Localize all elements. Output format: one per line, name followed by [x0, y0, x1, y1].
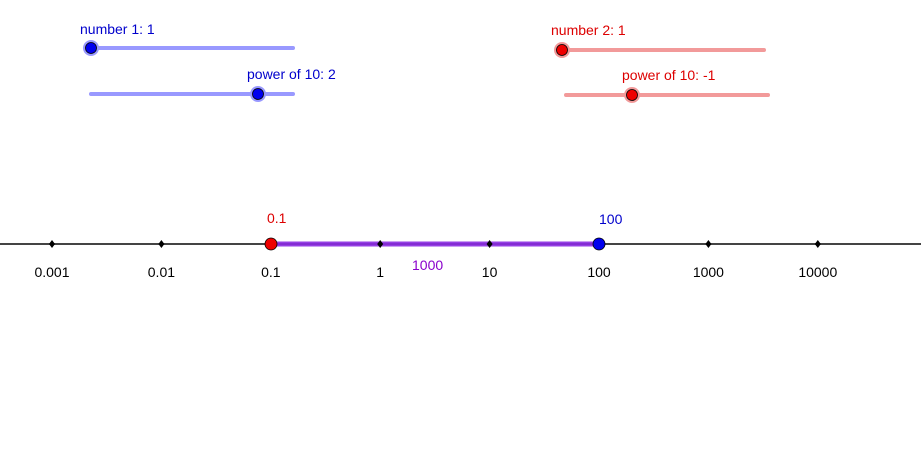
segment-label: 1000 — [412, 257, 443, 273]
tick-label: 10 — [482, 264, 498, 280]
point[interactable] — [264, 237, 278, 251]
slider-handle[interactable] — [85, 42, 97, 54]
tick-label: 10000 — [798, 264, 837, 280]
tick-mark — [814, 240, 821, 248]
tick-mark — [705, 240, 712, 248]
slider-handle[interactable] — [252, 88, 264, 100]
point-label: 0.1 — [267, 210, 287, 226]
point[interactable] — [592, 237, 606, 251]
tick-label: 100 — [587, 264, 611, 280]
tick-mark — [49, 240, 55, 248]
ticks: 0.001 0.01 0.1 1 10 100 1000 10000 — [34, 240, 837, 280]
tick-mark — [158, 240, 165, 248]
tick-mark — [486, 240, 493, 248]
slider-label: power of 10: -1 — [622, 67, 716, 83]
tick-label: 0.1 — [261, 264, 281, 280]
tick-mark — [377, 240, 384, 248]
point-label: 100 — [599, 211, 623, 227]
slider-handle[interactable] — [626, 89, 638, 101]
slider-label: power of 10: 2 — [247, 66, 336, 82]
tick-label: 0.01 — [148, 264, 175, 280]
slider-label: number 2: 1 — [551, 22, 626, 38]
slider-label: number 1: 1 — [80, 21, 155, 37]
tick-label: 0.001 — [34, 264, 69, 280]
tick-label: 1000 — [693, 264, 724, 280]
slider-handle[interactable] — [556, 44, 568, 56]
tick-label: 1 — [376, 264, 384, 280]
